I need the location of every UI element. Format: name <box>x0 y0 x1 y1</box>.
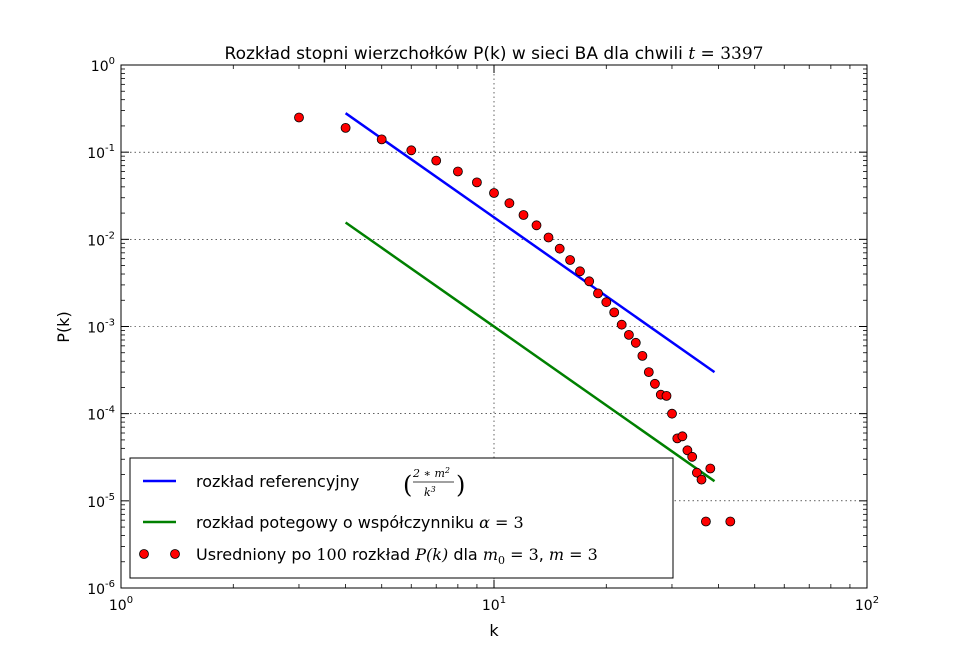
data-point <box>661 390 672 401</box>
data-point <box>677 431 688 442</box>
y-tick-label: 100 <box>91 56 115 75</box>
y-tick-label: 10-6 <box>87 579 115 598</box>
data-point <box>575 266 585 277</box>
data-point <box>725 516 736 527</box>
data-point <box>431 155 442 166</box>
data-point <box>543 232 554 243</box>
data-point <box>696 474 707 485</box>
data-point <box>531 220 542 231</box>
data-point <box>637 350 648 361</box>
data-point <box>504 198 515 209</box>
legend: rozkład referencyjny ( 2 ∗ m2 k3 ) rozkł… <box>129 457 674 579</box>
x-axis-label: k <box>489 621 499 640</box>
legend-box <box>129 457 674 579</box>
data-point <box>667 408 677 419</box>
legend-label-reference: rozkład referencyjny <box>196 472 359 491</box>
data-point <box>565 255 575 265</box>
data-point <box>643 367 654 378</box>
data-point <box>406 145 417 156</box>
data-point <box>340 123 351 133</box>
series-line-1 <box>344 221 716 483</box>
legend-marker-avg-2 <box>170 549 180 559</box>
legend-label-power: rozkład potegowy o współczynniku α = 3 <box>196 513 524 532</box>
data-point <box>601 297 612 308</box>
data-point <box>687 451 698 462</box>
y-tick-label: 10-1 <box>87 143 115 162</box>
chart-title: Rozkład stopni wierzchołków P(k) w sieci… <box>225 44 764 64</box>
data-point <box>593 288 603 299</box>
data-point <box>489 188 499 198</box>
legend-label-averaged: Usredniony po 100 rozkład P(k) dla m0 = … <box>196 545 598 567</box>
data-point <box>616 319 627 330</box>
svg-text:2 ∗ m2: 2 ∗ m2 <box>412 466 450 480</box>
data-point <box>584 276 595 287</box>
data-point <box>692 467 702 478</box>
x-tick-label: 102 <box>855 595 879 614</box>
data-point <box>624 329 634 340</box>
data-point <box>452 166 463 177</box>
svg-text:k3: k3 <box>424 485 436 499</box>
data-point <box>376 134 387 145</box>
y-tick-label: 10-2 <box>87 230 115 249</box>
data-point <box>650 378 660 389</box>
series-markers <box>294 112 736 527</box>
series-line-0 <box>344 112 716 374</box>
data-point <box>630 337 641 348</box>
axis-ticks <box>120 64 868 589</box>
data-point <box>518 210 529 220</box>
y-tick-label: 10-4 <box>87 405 115 424</box>
svg-text:(: ( <box>403 471 412 499</box>
data-point <box>471 177 482 188</box>
data-point <box>609 307 620 318</box>
series-lines <box>344 112 716 483</box>
legend-formula-reference: ( 2 ∗ m2 k3 ) <box>403 466 465 499</box>
data-point <box>554 243 565 254</box>
data-point <box>701 516 711 527</box>
x-tick-label: 100 <box>109 595 133 614</box>
data-point <box>682 445 693 456</box>
y-tick-label: 10-5 <box>87 492 115 511</box>
legend-marker-avg-1 <box>139 549 149 559</box>
axis-tick-labels: 100 101 102 100 10-1 10-2 10-3 10-4 10-5 10-6 <box>87 56 879 614</box>
x-tick-label: 101 <box>482 595 506 614</box>
data-point <box>294 112 304 123</box>
data-point <box>705 463 716 474</box>
y-tick-label: 10-3 <box>87 318 115 337</box>
svg-text:): ) <box>456 471 465 499</box>
y-axis-label: P(k) <box>54 311 73 342</box>
